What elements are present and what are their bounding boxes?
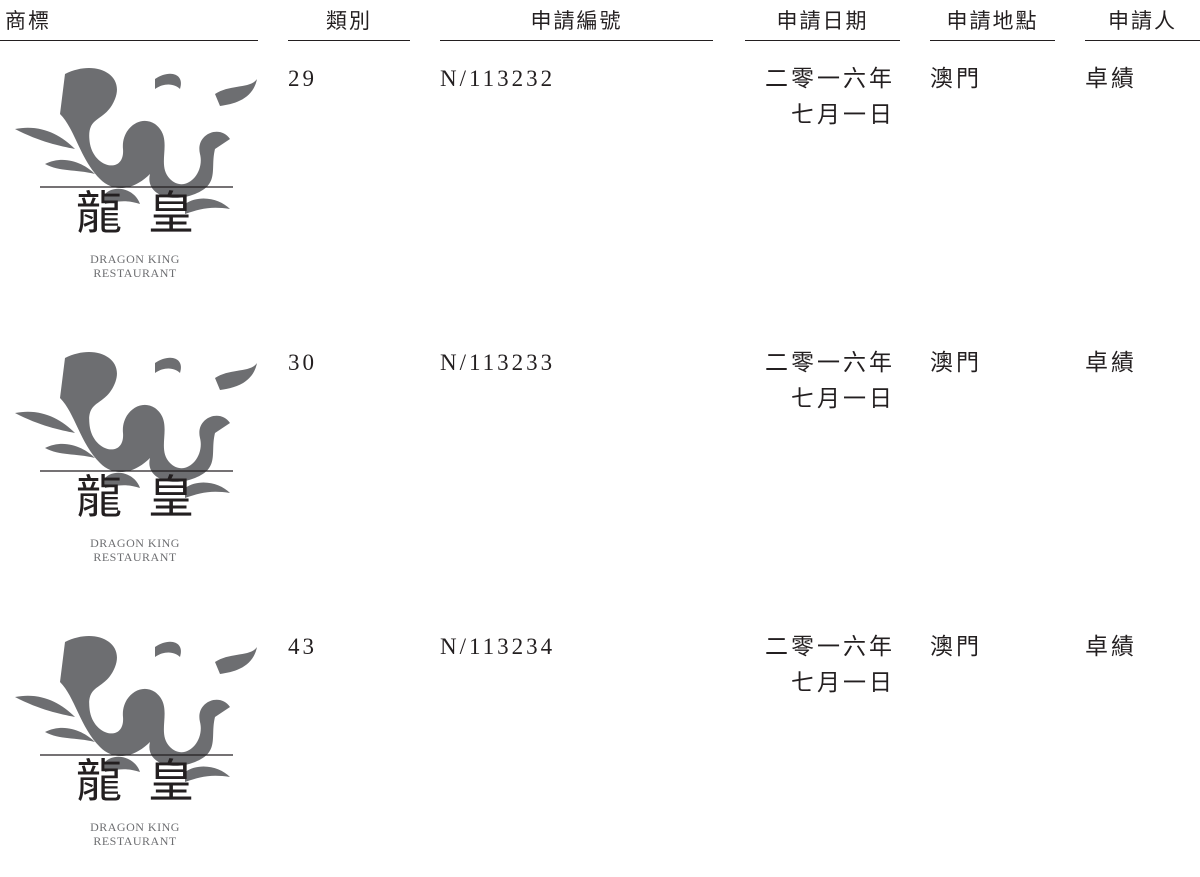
logo-chinese: 龍皇: [76, 188, 220, 239]
date: 七月一日: [791, 670, 895, 695]
trademark-logo: 龍皇 DRAGON KING RESTAURANT: [5, 54, 265, 304]
column-header: 申請日期: [745, 6, 900, 41]
logo-english: RESTAURANT: [93, 834, 177, 848]
place: 澳門: [930, 66, 982, 91]
logo-english: DRAGON KING: [90, 252, 180, 266]
column-header: 申請地點: [930, 6, 1055, 41]
dragon-graphic: [15, 636, 257, 782]
application-number: N/113234: [440, 634, 556, 659]
logo-english: DRAGON KING: [90, 536, 180, 550]
date: 二零一六年: [765, 634, 895, 659]
applicant: 卓績: [1085, 350, 1137, 375]
column-header: 申請人: [1085, 6, 1200, 41]
application-number: N/113232: [440, 66, 556, 91]
logo-chinese: 龍皇: [76, 756, 220, 807]
logo-chinese: 龍皇: [76, 472, 220, 523]
date: 二零一六年: [765, 350, 895, 375]
dragon-graphic: [15, 352, 257, 498]
logo-english: DRAGON KING: [90, 820, 180, 834]
place: 澳門: [930, 350, 982, 375]
applicant: 卓績: [1085, 66, 1137, 91]
date: 二零一六年: [765, 66, 895, 91]
dragon-graphic: [15, 68, 257, 214]
class: 29: [288, 66, 317, 91]
logo-english: RESTAURANT: [93, 266, 177, 280]
column-header: 類別: [288, 6, 410, 41]
application-number: N/113233: [440, 350, 556, 375]
date: 七月一日: [791, 386, 895, 411]
place: 澳門: [930, 634, 982, 659]
applicant: 卓績: [1085, 634, 1137, 659]
logo-english: RESTAURANT: [93, 550, 177, 564]
column-header: 申請編號: [440, 6, 713, 41]
trademark-logo: 龍皇 DRAGON KING RESTAURANT: [5, 622, 265, 872]
column-header: 商標: [0, 6, 258, 41]
class: 30: [288, 350, 317, 375]
date: 七月一日: [791, 102, 895, 127]
class: 43: [288, 634, 317, 659]
trademark-logo: 龍皇 DRAGON KING RESTAURANT: [5, 338, 265, 588]
